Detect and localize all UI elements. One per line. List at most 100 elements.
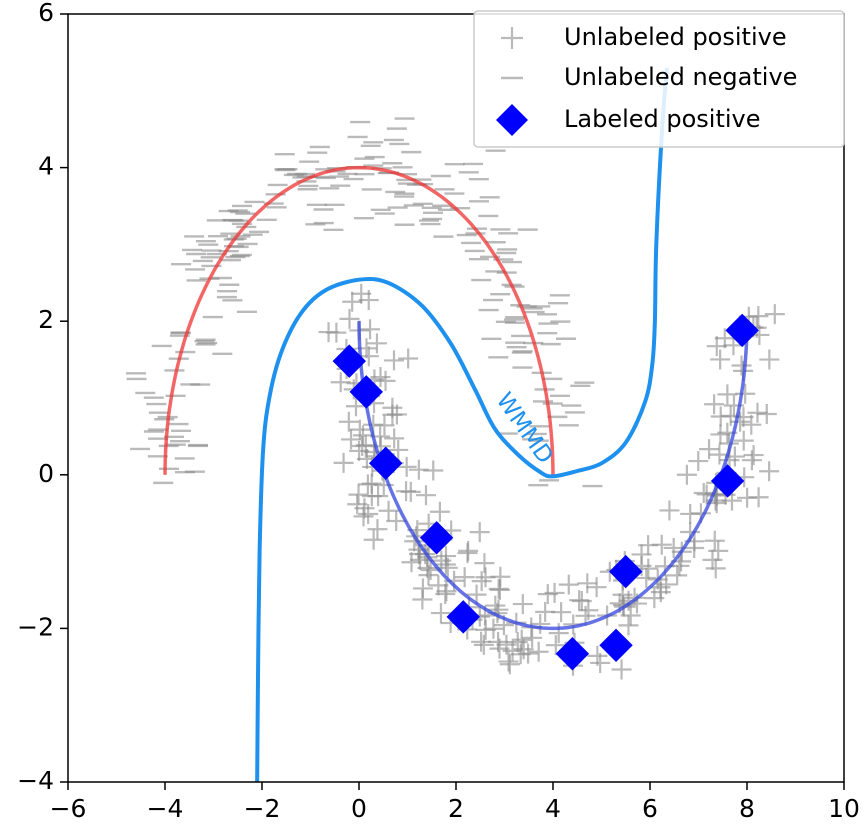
unlabeled-positive-point bbox=[735, 383, 756, 404]
unlabeled-positive-point bbox=[485, 595, 506, 616]
unlabeled-positive-point bbox=[512, 594, 533, 615]
unlabeled-positive-point bbox=[367, 519, 388, 540]
unlabeled-positive-point bbox=[708, 540, 729, 561]
unlabeled-positive-point bbox=[704, 394, 725, 415]
y-tick-label: −2 bbox=[17, 612, 54, 641]
unlabeled-positive-point bbox=[341, 429, 362, 450]
x-tick-label: 8 bbox=[739, 794, 755, 823]
y-tick-label: 6 bbox=[38, 0, 54, 27]
unlabeled-positive-point bbox=[354, 498, 375, 519]
unlabeled-positive-point bbox=[386, 510, 407, 531]
unlabeled-positive-point bbox=[644, 588, 665, 609]
unlabeled-positive-point bbox=[358, 346, 379, 367]
labeled-positive-point bbox=[710, 464, 745, 498]
unlabeled-positive-point bbox=[558, 574, 579, 595]
unlabeled-positive-point bbox=[759, 349, 780, 370]
unlabeled-positive-point bbox=[474, 553, 495, 574]
unlabeled-positive-point bbox=[348, 484, 369, 505]
unlabeled-positive-point bbox=[667, 565, 688, 586]
unlabeled-positive-point bbox=[704, 530, 725, 551]
unlabeled-positive-point bbox=[383, 350, 404, 371]
unlabeled-positive-point bbox=[764, 304, 785, 325]
x-tick-label: 6 bbox=[642, 794, 658, 823]
upper-moon-curve bbox=[163, 165, 555, 475]
unlabeled-positive-point bbox=[747, 402, 768, 423]
labeled-positive-point bbox=[599, 628, 633, 663]
unlabeled-positive-point bbox=[577, 573, 598, 594]
unlabeled-positive-point bbox=[705, 558, 726, 579]
unlabeled-positive-point bbox=[318, 322, 339, 343]
labeled-positive-point bbox=[555, 637, 590, 671]
unlabeled-positive-point bbox=[435, 546, 456, 567]
unlabeled-positive-point bbox=[510, 644, 531, 665]
unlabeled-positive-point bbox=[743, 445, 764, 466]
y-tick-label: 4 bbox=[38, 152, 54, 181]
unlabeled-positive-point bbox=[490, 566, 511, 587]
unlabeled-positive-point bbox=[638, 558, 659, 579]
unlabeled-positive-point bbox=[659, 500, 680, 521]
unlabeled-positive-point bbox=[741, 414, 762, 435]
unlabeled-positive-point bbox=[396, 481, 417, 502]
unlabeled-positive-point bbox=[412, 589, 433, 610]
legend-label: Unlabeled negative bbox=[564, 63, 797, 91]
labeled-positive-point bbox=[349, 375, 383, 409]
x-tick-label: −2 bbox=[244, 794, 281, 823]
unlabeled-positive-point bbox=[396, 456, 417, 477]
unlabeled-positive-point bbox=[756, 404, 777, 425]
labeled-positive-series bbox=[332, 313, 759, 671]
unlabeled-positive-point bbox=[384, 428, 405, 449]
unlabeled-positive-point bbox=[466, 584, 487, 605]
unlabeled-positive-point bbox=[375, 370, 396, 391]
unlabeled-positive-point bbox=[435, 583, 456, 604]
unlabeled-positive-point bbox=[345, 396, 366, 417]
unlabeled-positive-point bbox=[471, 631, 492, 652]
unlabeled-positive-point bbox=[429, 501, 450, 522]
unlabeled-positive-point bbox=[361, 486, 382, 507]
unlabeled-positive-point bbox=[710, 406, 731, 427]
y-axis: −4 −2 0 2 4 6 bbox=[17, 0, 68, 795]
unlabeled-positive-point bbox=[457, 543, 478, 564]
unlabeled-positive-point bbox=[437, 557, 458, 578]
unlabeled-positive-point bbox=[513, 639, 534, 660]
unlabeled-positive-point bbox=[363, 529, 384, 550]
unlabeled-positive-point bbox=[530, 613, 551, 634]
unlabeled-positive-point bbox=[488, 578, 509, 599]
unlabeled-positive-point bbox=[748, 487, 769, 508]
x-tick-label: 4 bbox=[545, 794, 561, 823]
unlabeled-positive-point bbox=[688, 451, 709, 472]
unlabeled-positive-point bbox=[676, 464, 697, 485]
unlabeled-positive-point bbox=[721, 490, 742, 511]
unlabeled-positive-point bbox=[502, 640, 523, 661]
x-tick-label: 2 bbox=[448, 794, 464, 823]
unlabeled-positive-point bbox=[358, 503, 379, 524]
unlabeled-positive-point bbox=[351, 283, 372, 304]
unlabeled-positive-point bbox=[702, 549, 723, 570]
unlabeled-positive-point bbox=[366, 333, 387, 354]
labeled-positive-point bbox=[725, 313, 759, 348]
unlabeled-positive-point bbox=[733, 430, 754, 451]
unlabeled-positive-point bbox=[430, 603, 451, 624]
labeled-positive-point bbox=[368, 446, 403, 480]
unlabeled-positive-point bbox=[330, 372, 351, 393]
x-tick-label: −6 bbox=[50, 794, 87, 823]
unlabeled-positive-point bbox=[587, 645, 608, 666]
unlabeled-positive-point bbox=[663, 537, 684, 558]
unlabeled-positive-point bbox=[499, 654, 520, 675]
unlabeled-positive-point bbox=[408, 459, 429, 480]
unlabeled-positive-point bbox=[333, 452, 354, 473]
labeled-positive-point bbox=[332, 344, 367, 378]
unlabeled-positive-point bbox=[473, 634, 494, 655]
unlabeled-positive-point bbox=[699, 439, 720, 460]
labeled-positive-point bbox=[446, 600, 480, 634]
unlabeled-positive-point bbox=[357, 474, 378, 495]
wmmd-boundary-line bbox=[255, 67, 669, 782]
x-tick-label: 10 bbox=[828, 794, 860, 823]
unlabeled-positive-point bbox=[693, 483, 714, 504]
unlabeled-positive-point bbox=[498, 651, 519, 672]
unlabeled-positive-point bbox=[360, 319, 381, 340]
unlabeled-positive-point bbox=[398, 348, 419, 369]
unlabeled-positive-point bbox=[545, 635, 566, 656]
unlabeled-positive-point bbox=[342, 291, 363, 312]
unlabeled-positive-point bbox=[388, 439, 409, 460]
